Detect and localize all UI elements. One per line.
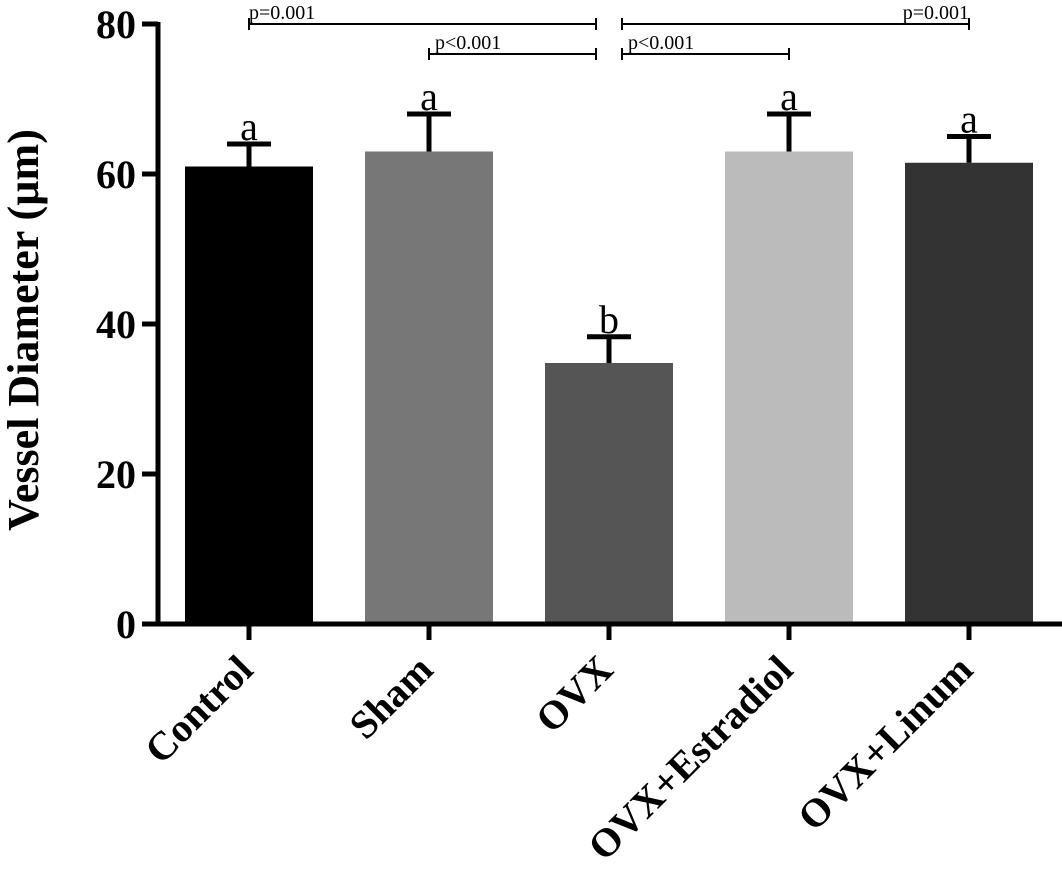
- y-tick-label: 20: [96, 452, 136, 497]
- x-category-label: OVX+Linum: [789, 647, 982, 840]
- y-tick-label: 40: [96, 302, 136, 347]
- y-tick-label: 60: [96, 152, 136, 197]
- significance-letter: a: [960, 97, 978, 142]
- x-category-label: Control: [136, 647, 262, 773]
- y-tick-label: 0: [116, 602, 136, 647]
- significance-letter: b: [599, 297, 619, 342]
- y-tick-label: 80: [96, 2, 136, 47]
- p-value-label: p<0.001: [628, 32, 694, 54]
- significance-letter: a: [240, 104, 258, 149]
- p-value-label: p<0.001: [435, 32, 501, 54]
- bar-ovx-estradiol: [725, 151, 853, 624]
- x-category-label: Sham: [340, 647, 441, 748]
- bar-ovx-linum: [905, 162, 1033, 624]
- p-value-label: p=0.001: [249, 2, 315, 24]
- significance-letter: a: [420, 74, 438, 119]
- bar-sham: [365, 151, 493, 624]
- x-category-label: OVX: [527, 646, 622, 741]
- p-value-label: p=0.001: [903, 2, 969, 24]
- bar-control: [185, 166, 313, 624]
- significance-letter: a: [780, 74, 798, 119]
- bar-ovx: [545, 363, 673, 624]
- y-axis-title: Vessel Diameter (µm): [0, 129, 48, 531]
